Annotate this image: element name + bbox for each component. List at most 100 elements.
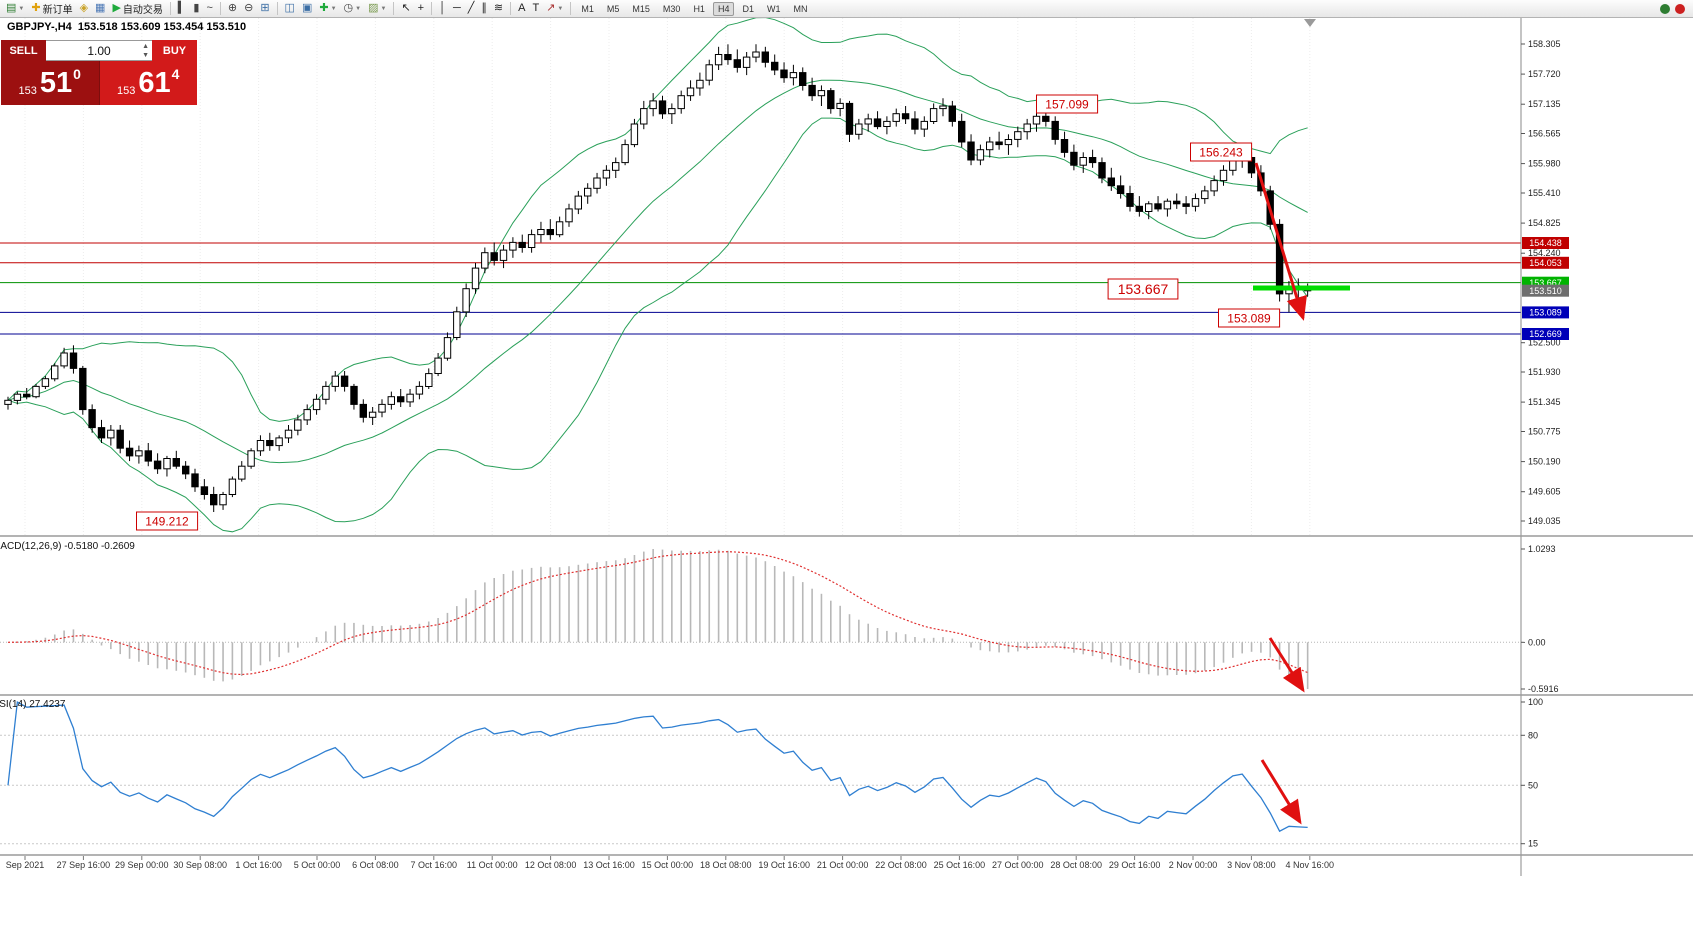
timeframe-m15[interactable]: M15 — [632, 3, 650, 14]
chart-shift-marker[interactable] — [1304, 19, 1316, 27]
trendline-button[interactable]: ╱ — [465, 1, 478, 17]
label-button[interactable]: T — [529, 1, 542, 17]
arrange-windows-button[interactable]: ▣ — [299, 1, 315, 17]
candle — [453, 311, 461, 338]
price-callout[interactable] — [136, 511, 199, 531]
spinner-down-icon[interactable]: ▼ — [142, 52, 149, 59]
candle — [1070, 151, 1078, 166]
volume-input[interactable]: 1.00 ▲ ▼ — [46, 40, 152, 61]
zoom-in-icon: ⊕ — [227, 2, 238, 14]
cursor-button[interactable]: ↖ — [398, 1, 413, 17]
price-axis-label: 149.605 — [1528, 487, 1561, 497]
axis-price-tag-text: 152.669 — [1529, 329, 1562, 339]
price-callout[interactable] — [1218, 308, 1281, 328]
horizontal-line-button[interactable]: ─ — [450, 1, 464, 17]
axis-price-tag — [1522, 328, 1569, 340]
sell-price-prefix: 153 — [18, 85, 37, 97]
buy-price-panel[interactable]: 153 61 4 — [99, 61, 197, 105]
candle — [640, 108, 648, 125]
candlesticks — [4, 44, 1312, 512]
tile-windows-button[interactable]: ⊞ — [257, 1, 272, 17]
price-callout[interactable] — [1036, 94, 1099, 114]
candle — [210, 494, 218, 506]
sell-price-panel[interactable]: 153 51 0 — [1, 61, 100, 105]
candle — [901, 113, 910, 120]
candle — [1173, 200, 1181, 205]
new-chart-icon: ▤ — [6, 2, 17, 14]
arrows-button[interactable]: ↗ ▼ — [543, 1, 566, 17]
candle — [153, 460, 162, 470]
new-order-button[interactable]: ✚ 新订单 — [28, 1, 75, 17]
candle — [724, 54, 732, 61]
periods-button[interactable]: ◷ ▼ — [341, 1, 365, 17]
candle — [1145, 203, 1153, 213]
time-axis-label: 4 Nov 16:00 — [1286, 860, 1335, 870]
candle — [406, 393, 414, 403]
candle — [537, 229, 545, 236]
candle — [107, 429, 115, 439]
channel-button[interactable]: ∥ — [478, 1, 490, 17]
timeframe-m1[interactable]: M1 — [581, 3, 594, 14]
price-callout[interactable] — [1107, 278, 1179, 300]
metaeditor-icon: ◈ — [79, 2, 89, 14]
candle-chart-button[interactable]: ▮ — [190, 1, 202, 17]
spinner-up-icon[interactable]: ▲ — [142, 43, 149, 50]
candle — [1229, 159, 1237, 171]
buy-button[interactable]: BUY — [152, 40, 197, 61]
fibonacci-button[interactable]: ≋ — [491, 1, 506, 17]
line-chart-button[interactable]: ~ — [203, 1, 215, 17]
candle — [630, 123, 639, 146]
candle — [752, 51, 760, 58]
rsi-label: RSI(14) 27.4237 — [0, 699, 66, 710]
profile-button[interactable]: ▦ — [92, 1, 108, 17]
macd-signal-line — [7, 551, 1308, 676]
trend-arrow[interactable] — [1254, 162, 1307, 321]
timeframe-m5[interactable]: M5 — [606, 3, 620, 14]
trend-arrow[interactable] — [1260, 759, 1302, 825]
trend-arrow[interactable] — [1268, 637, 1305, 693]
alert-icon[interactable] — [1675, 3, 1685, 14]
indicators-button[interactable]: ✚ ▼ — [316, 1, 339, 17]
volume-spinner[interactable]: ▲ ▼ — [142, 42, 149, 60]
cascade-windows-button[interactable]: ◫ — [282, 1, 298, 17]
candle — [144, 450, 153, 462]
toolbar-separator — [219, 2, 221, 15]
zoom-in-button[interactable]: ⊕ — [225, 1, 240, 17]
axis-price-tag-text: 154.053 — [1529, 258, 1562, 268]
candle — [817, 90, 826, 97]
community-icon[interactable] — [1660, 3, 1670, 14]
time-axis-label: 7 Oct 16:00 — [411, 860, 458, 870]
axis-price-tag — [1522, 284, 1569, 297]
rsi-axis-label: 80 — [1528, 730, 1538, 740]
templates-button[interactable]: ▨ ▼ — [365, 1, 389, 17]
candle — [23, 393, 31, 398]
timeframe-m30[interactable]: M30 — [662, 3, 681, 14]
candle — [883, 120, 891, 128]
candle — [219, 494, 227, 506]
candle — [443, 337, 452, 359]
candle — [41, 378, 50, 387]
metaeditor-button[interactable]: ◈ — [77, 1, 91, 17]
candle — [471, 267, 480, 290]
timeframe-mn[interactable]: MN — [793, 3, 808, 14]
sell-button[interactable]: SELL — [1, 40, 46, 61]
new-chart-button[interactable]: ▤ ▼ — [3, 1, 27, 17]
candle — [799, 72, 807, 86]
zoom-out-button[interactable]: ⊖ — [241, 1, 256, 17]
timeframe-d1[interactable]: D1 — [742, 3, 754, 14]
bar-chart-button[interactable]: ▍ — [175, 1, 189, 17]
channel-icon: ∥ — [481, 2, 487, 14]
timeframe-h1[interactable]: H1 — [693, 3, 705, 14]
autotrading-button[interactable]: ▶ 自动交易 — [109, 1, 165, 17]
candle — [948, 105, 956, 122]
candle-chart-icon: ▮ — [193, 2, 200, 14]
candle — [1060, 139, 1069, 153]
timeframe-w1[interactable]: W1 — [766, 3, 781, 14]
timeframe-h4[interactable]: H4 — [712, 1, 735, 16]
price-callout[interactable] — [1190, 142, 1253, 162]
text-button[interactable]: A — [515, 1, 528, 17]
axis-price-tag — [1522, 306, 1569, 319]
vertical-line-button[interactable]: │ — [436, 1, 449, 17]
crosshair-button[interactable]: + — [415, 1, 427, 17]
